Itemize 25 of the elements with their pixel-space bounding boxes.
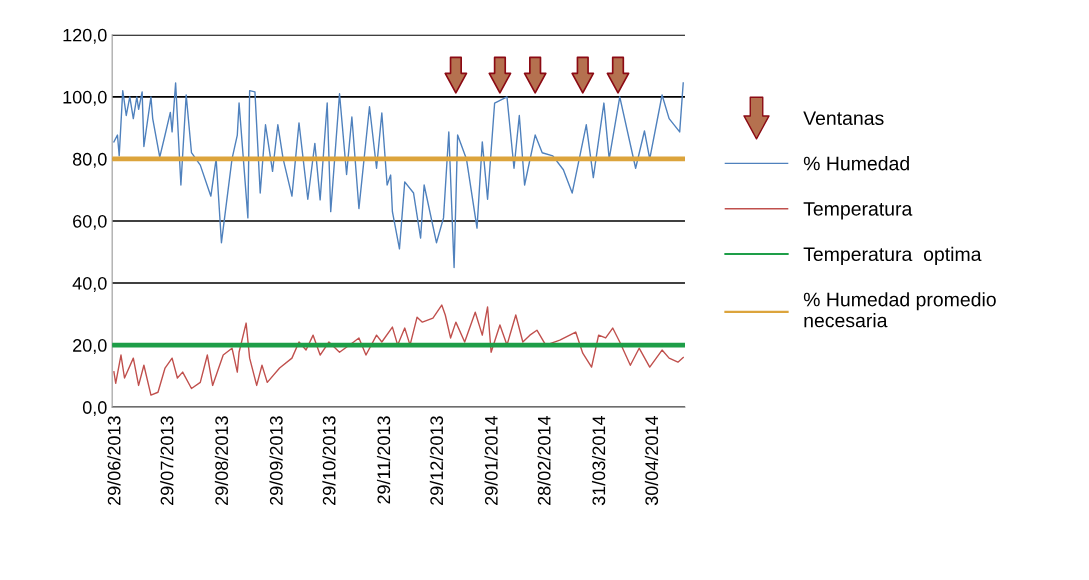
x-tick-label: 29/06/2013 <box>107 416 121 505</box>
legend-label: Temperatura optima <box>803 246 982 265</box>
x-tick-label: 28/02/2014 <box>537 416 551 505</box>
y-tick-label: 80,0 <box>72 152 107 168</box>
legend-label: Ventanas <box>803 111 884 126</box>
x-tick-label: 29/01/2014 <box>484 416 498 505</box>
line-series <box>113 82 684 269</box>
x-tick-label: 29/07/2013 <box>160 416 174 505</box>
x-tick-label: 31/03/2014 <box>591 416 606 506</box>
line-series <box>113 304 684 396</box>
x-tick-label: 29/09/2013 <box>269 416 283 505</box>
legend-label: % Humedad <box>803 156 909 171</box>
legend-label: Temperatura <box>803 202 913 220</box>
x-tick-label: 29/10/2013 <box>322 416 336 505</box>
y-tick-label: 40,0 <box>72 276 107 292</box>
x-tick-label: 30/04/2014 <box>644 416 659 506</box>
legend-label: % Humedad promedio necesaria <box>803 292 996 328</box>
x-tick-label: 29/12/2013 <box>429 416 444 505</box>
x-tick-label: 29/08/2013 <box>214 416 229 505</box>
y-tick-label: 60,0 <box>73 214 107 230</box>
y-tick-label: 0,0 <box>82 401 107 417</box>
y-tick-label: 20,0 <box>73 339 107 354</box>
x-tick-label: 29/11/2013 <box>376 416 391 504</box>
y-tick-label: 120,0 <box>63 28 107 44</box>
y-tick-label: 100,0 <box>63 90 107 106</box>
